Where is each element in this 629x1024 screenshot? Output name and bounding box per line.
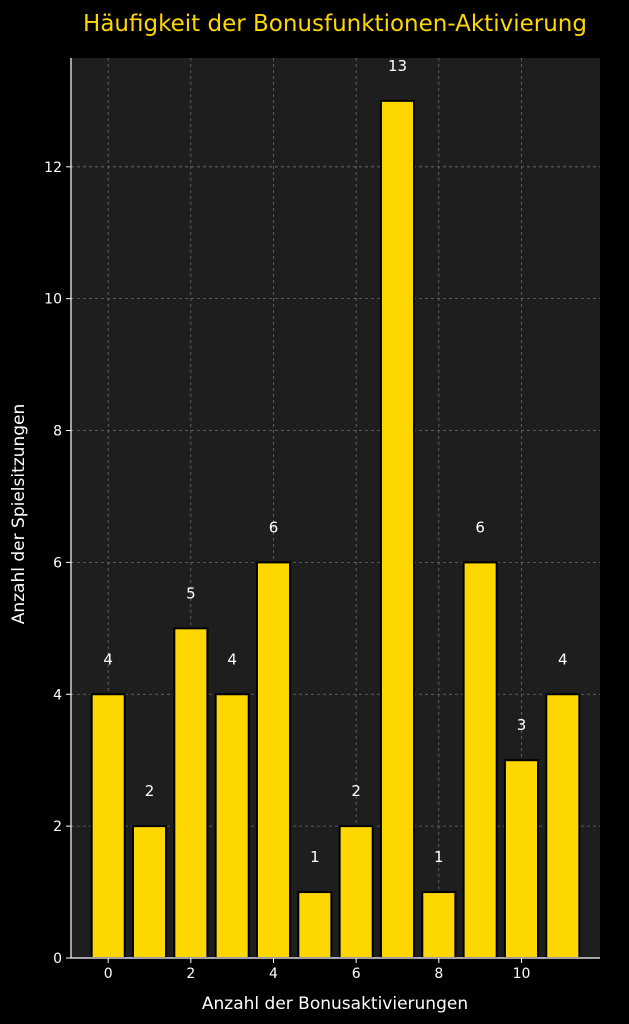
bar-value-label: 4: [558, 650, 568, 668]
x-tick-label: 6: [352, 966, 361, 982]
y-tick-label: 4: [53, 687, 62, 703]
bar: [173, 627, 209, 959]
bar-value-label: 4: [227, 650, 237, 668]
y-tick-label: 8: [53, 424, 62, 440]
bar-value-label: 5: [186, 584, 196, 602]
x-tick-label: 10: [513, 966, 531, 982]
bar: [462, 561, 498, 960]
bar: [255, 561, 292, 960]
bar: [545, 693, 581, 959]
y-tick-label: 2: [53, 819, 62, 835]
bar: [338, 825, 374, 960]
bar-value-label: 1: [310, 848, 320, 866]
bar: [90, 693, 126, 959]
bar-value-label: 4: [103, 650, 113, 668]
bar: [297, 891, 333, 959]
x-axis-label: Anzahl der Bonusaktivierungen: [202, 994, 468, 1014]
y-axis-label: Anzahl der Spielsitzungen: [9, 404, 29, 625]
y-tick-label: 6: [53, 555, 62, 571]
bar-value-label: 13: [388, 57, 407, 75]
bar-value-label: 6: [269, 518, 279, 536]
y-tick-label: 0: [53, 951, 62, 967]
y-tick-label: 10: [44, 292, 62, 308]
bar: [503, 759, 540, 960]
bar-value-label: 6: [475, 518, 485, 536]
bar: [421, 891, 457, 959]
x-tick-label: 8: [434, 966, 443, 982]
y-tick-label: 12: [44, 160, 62, 176]
bar: [379, 99, 416, 960]
bar: [214, 693, 250, 959]
chart-title: Häufigkeit der Bonusfunktionen-Aktivieru…: [83, 11, 587, 37]
x-tick-label: 4: [269, 966, 278, 982]
x-tick-label: 2: [186, 966, 195, 982]
data-labels: 4 2 5 4 6 1 2 13 1 6 3 4: [103, 57, 567, 866]
bar-value-label: 2: [145, 782, 155, 800]
bar-value-label: 3: [517, 716, 527, 734]
bar: [131, 825, 168, 960]
bar-value-label: 2: [351, 782, 361, 800]
bar-value-label: 1: [434, 848, 444, 866]
bars: [90, 99, 581, 960]
x-tick-label: 0: [104, 966, 113, 982]
